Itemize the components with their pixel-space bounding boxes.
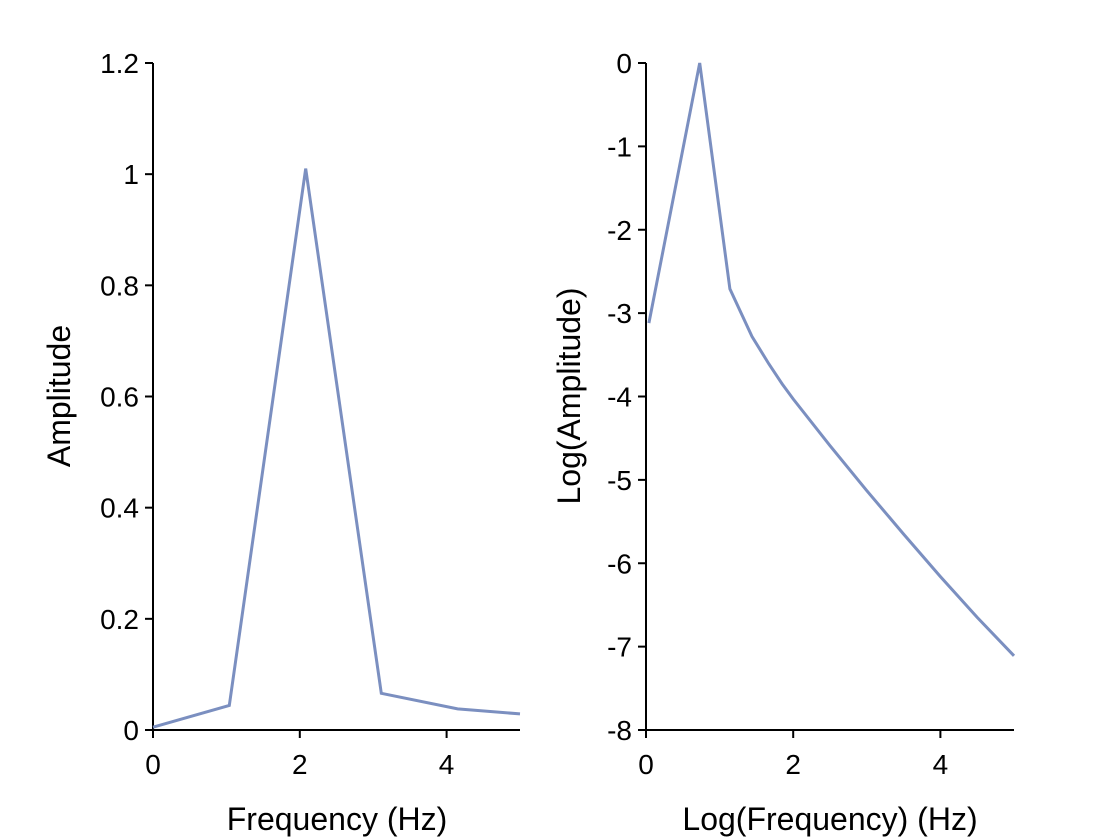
right-y-tick-label: -1	[607, 131, 632, 162]
left-y-tick-label: 0.8	[100, 270, 139, 301]
plot-right: 0 -1 -2 -3 -4 -5 -6 -7 -8 0 2 4 Log(Frequency) (Hz…	[551, 48, 1016, 837]
right-x-tick-label: 0	[638, 749, 654, 780]
right-x-tick-label: 4	[933, 749, 949, 780]
left-y-tick-label: 0.6	[100, 382, 139, 413]
left-x-axis-label: Frequency (Hz)	[227, 801, 448, 837]
plot-left: 0 0.2 0.4 0.6 0.8 1 1.2 0 2 4 Frequency (Hz) Amp…	[41, 48, 521, 837]
right-series	[647, 62, 1016, 657]
left-y-tick-label: 1	[123, 159, 139, 190]
right-y-tick-label: -8	[607, 715, 632, 746]
right-y-tick-label: -5	[607, 465, 632, 496]
left-x-tick-label: 2	[292, 749, 308, 780]
left-x-tick-label: 0	[145, 749, 161, 780]
left-y-tick-label: 0.2	[100, 604, 139, 635]
right-x-axis-label: Log(Frequency) (Hz)	[682, 801, 977, 837]
left-x-tick-label: 4	[439, 749, 455, 780]
right-y-tick-label: -7	[607, 632, 632, 663]
left-y-tick-label: 0	[123, 715, 139, 746]
right-y-axis: 0 -1 -2 -3 -4 -5 -6 -7 -8	[607, 48, 647, 746]
right-y-tick-label: -4	[607, 382, 632, 413]
right-x-axis: 0 2 4	[638, 729, 1014, 780]
right-y-tick-label: -2	[607, 215, 632, 246]
left-series	[152, 168, 521, 729]
left-y-tick-label: 1.2	[100, 48, 139, 79]
right-series-line	[647, 62, 1016, 657]
right-y-tick-label: -3	[607, 298, 632, 329]
left-y-axis-label: Amplitude	[41, 325, 77, 467]
left-series-line	[152, 168, 521, 729]
right-x-tick-label: 2	[785, 749, 801, 780]
right-y-tick-label: -6	[607, 548, 632, 579]
right-y-axis-label: Log(Amplitude)	[551, 288, 587, 505]
left-x-axis: 0 2 4	[145, 729, 520, 780]
left-y-axis: 0 0.2 0.4 0.6 0.8 1 1.2	[100, 48, 154, 746]
left-y-tick-label: 0.4	[100, 493, 139, 524]
right-y-tick-label: 0	[616, 48, 632, 79]
